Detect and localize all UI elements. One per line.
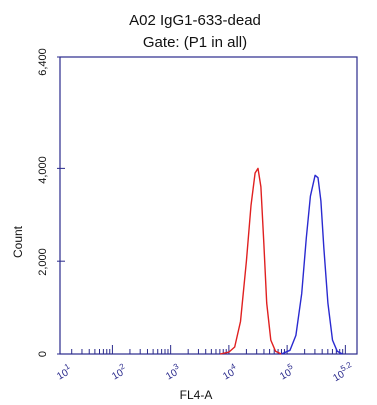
svg-text:102: 102 bbox=[108, 361, 129, 382]
x-tick-exp-2: 2 bbox=[118, 361, 127, 371]
axis-ticks bbox=[57, 56, 358, 355]
y-tick-label-4000: 4,000 bbox=[37, 156, 49, 184]
x-tick-label-5: 105 bbox=[276, 361, 297, 382]
svg-text:105: 105 bbox=[276, 361, 297, 382]
x-tick-label-2: 102 bbox=[108, 361, 129, 382]
x-tick-label-4: 104 bbox=[219, 361, 240, 382]
y-tick-label-0: 0 bbox=[37, 351, 49, 357]
y-axis-label: Count bbox=[11, 225, 25, 258]
x-tick-exp-1: 1 bbox=[63, 361, 72, 371]
series-line-2 bbox=[281, 174, 343, 355]
x-tick-label-1: 101 bbox=[53, 361, 74, 382]
y-tick-label-2000: 2,000 bbox=[37, 248, 49, 276]
series-line-1 bbox=[219, 167, 282, 355]
x-tick-exp-5: 5 bbox=[286, 361, 295, 371]
series-group bbox=[219, 167, 343, 355]
x-tick-exp-3: 3 bbox=[172, 361, 181, 371]
svg-text:101: 101 bbox=[53, 361, 74, 382]
svg-text:105.2: 105.2 bbox=[329, 360, 356, 384]
svg-text:103: 103 bbox=[162, 361, 183, 382]
plot-frame bbox=[59, 56, 358, 355]
svg-text:104: 104 bbox=[219, 361, 240, 382]
x-tick-exp-4: 4 bbox=[229, 361, 238, 371]
x-tick-label-3: 103 bbox=[162, 361, 183, 382]
x-tick-label-5-2: 105.2 bbox=[329, 360, 356, 384]
chart-title: A02 IgG1-633-dead bbox=[129, 12, 261, 29]
x-tick-exp-5-2: 5.2 bbox=[339, 360, 354, 374]
y-tick-label-6400: 6,400 bbox=[37, 48, 49, 76]
chart-subtitle: Gate: (P1 in all) bbox=[143, 34, 247, 51]
x-axis-label: FL4-A bbox=[180, 388, 213, 402]
